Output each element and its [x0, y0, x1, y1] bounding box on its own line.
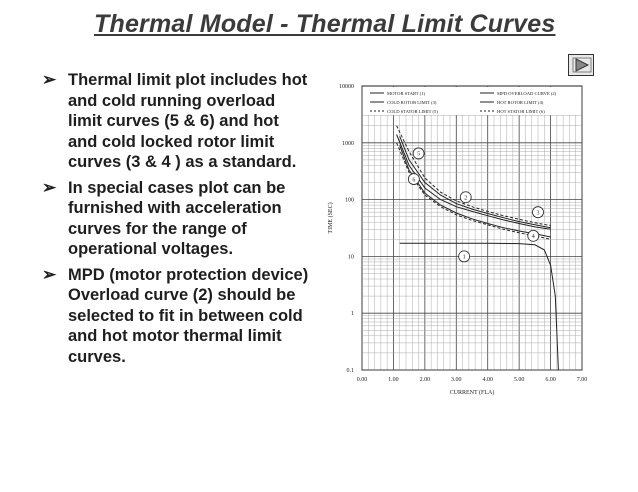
bullet-list: ➢ Thermal limit plot includes hot and co…	[40, 70, 310, 372]
curve-marker-label: 4	[532, 234, 535, 240]
legend-label: HOT ROTOR LIMIT (4)	[497, 100, 544, 105]
series-line	[396, 125, 551, 226]
legend-label: MPD OVERLOAD CURVE (2)	[497, 91, 557, 96]
curve-marker	[407, 173, 420, 185]
x-tick-label: 5.00	[514, 377, 525, 383]
x-tick-label: 0.00	[357, 377, 368, 383]
bullet-text: In special cases plot can be furnished w…	[68, 178, 286, 259]
bullet-item-acceleration-curves: ➢ In special cases plot can be furnished…	[40, 178, 310, 260]
y-tick-label: 0.1	[347, 368, 355, 374]
x-tick-label: 3.00	[451, 377, 462, 383]
bullet-arrow-icon: ➢	[42, 70, 57, 89]
x-axis-label: CURRENT (FLA)	[450, 389, 495, 396]
y-tick-label: 1000	[342, 141, 354, 147]
thermal-limit-chart: MOTOR START (1) MPD OVERLOAD CURVE (2) COL…	[327, 84, 588, 396]
next-slide-icon	[572, 57, 592, 73]
bullet-arrow-icon: ➢	[42, 264, 57, 284]
y-axis-label: TIME (SEC)	[327, 202, 334, 233]
curve-marker	[458, 250, 471, 263]
curve-marker-label: 2	[464, 195, 467, 201]
bullet-arrow-icon: ➢	[42, 177, 57, 197]
x-tick-label: 4.00	[482, 377, 493, 383]
legend-label: MOTOR START (1)	[387, 91, 425, 96]
x-tick-label: 6.00	[545, 377, 556, 383]
y-tick-label: 10	[348, 254, 354, 260]
bullet-text: Thermal limit plot includes hot and cold…	[68, 71, 308, 171]
bullet-text: MPD (motor protection device) Overload c…	[68, 265, 309, 366]
x-tick-label: 1.00	[388, 377, 399, 383]
plot-frame	[361, 85, 583, 371]
curve-marker	[532, 206, 544, 219]
legend-label: COLD ROTOR LIMIT (3)	[387, 100, 437, 105]
series-line	[399, 242, 559, 371]
series-line	[396, 142, 551, 240]
series-line	[399, 136, 551, 229]
curve-marker	[527, 229, 540, 242]
curve-marker	[412, 147, 425, 160]
curve-marker-label: 1	[463, 255, 466, 261]
series-line	[399, 145, 551, 238]
x-tick-label: 2.00	[420, 377, 431, 383]
next-slide-button[interactable]	[568, 54, 594, 76]
legend-label: COLD STATOR LIMIT (5)	[387, 109, 438, 114]
curve-marker	[459, 191, 472, 204]
y-tick-label: 1	[351, 311, 354, 317]
bullet-item-plot-contents: ➢ Thermal limit plot includes hot and co…	[40, 70, 310, 173]
x-tick-label: 7.00	[577, 377, 588, 383]
curve-marker-label: 6	[412, 177, 415, 183]
y-tick-label: 100	[345, 198, 354, 204]
bullet-item-mpd-overload: ➢ MPD (motor protection device) Overload…	[40, 265, 310, 368]
slide-title: Thermal Model - Thermal Limit Curves	[94, 10, 556, 38]
legend-box	[363, 87, 581, 115]
series-line	[396, 134, 551, 230]
curve-marker-label: 3	[537, 210, 540, 216]
y-tick-label: 10000	[339, 84, 354, 90]
legend-label: HOT STATOR LIMIT (6)	[497, 109, 545, 114]
curve-marker-label: 5	[417, 152, 420, 158]
